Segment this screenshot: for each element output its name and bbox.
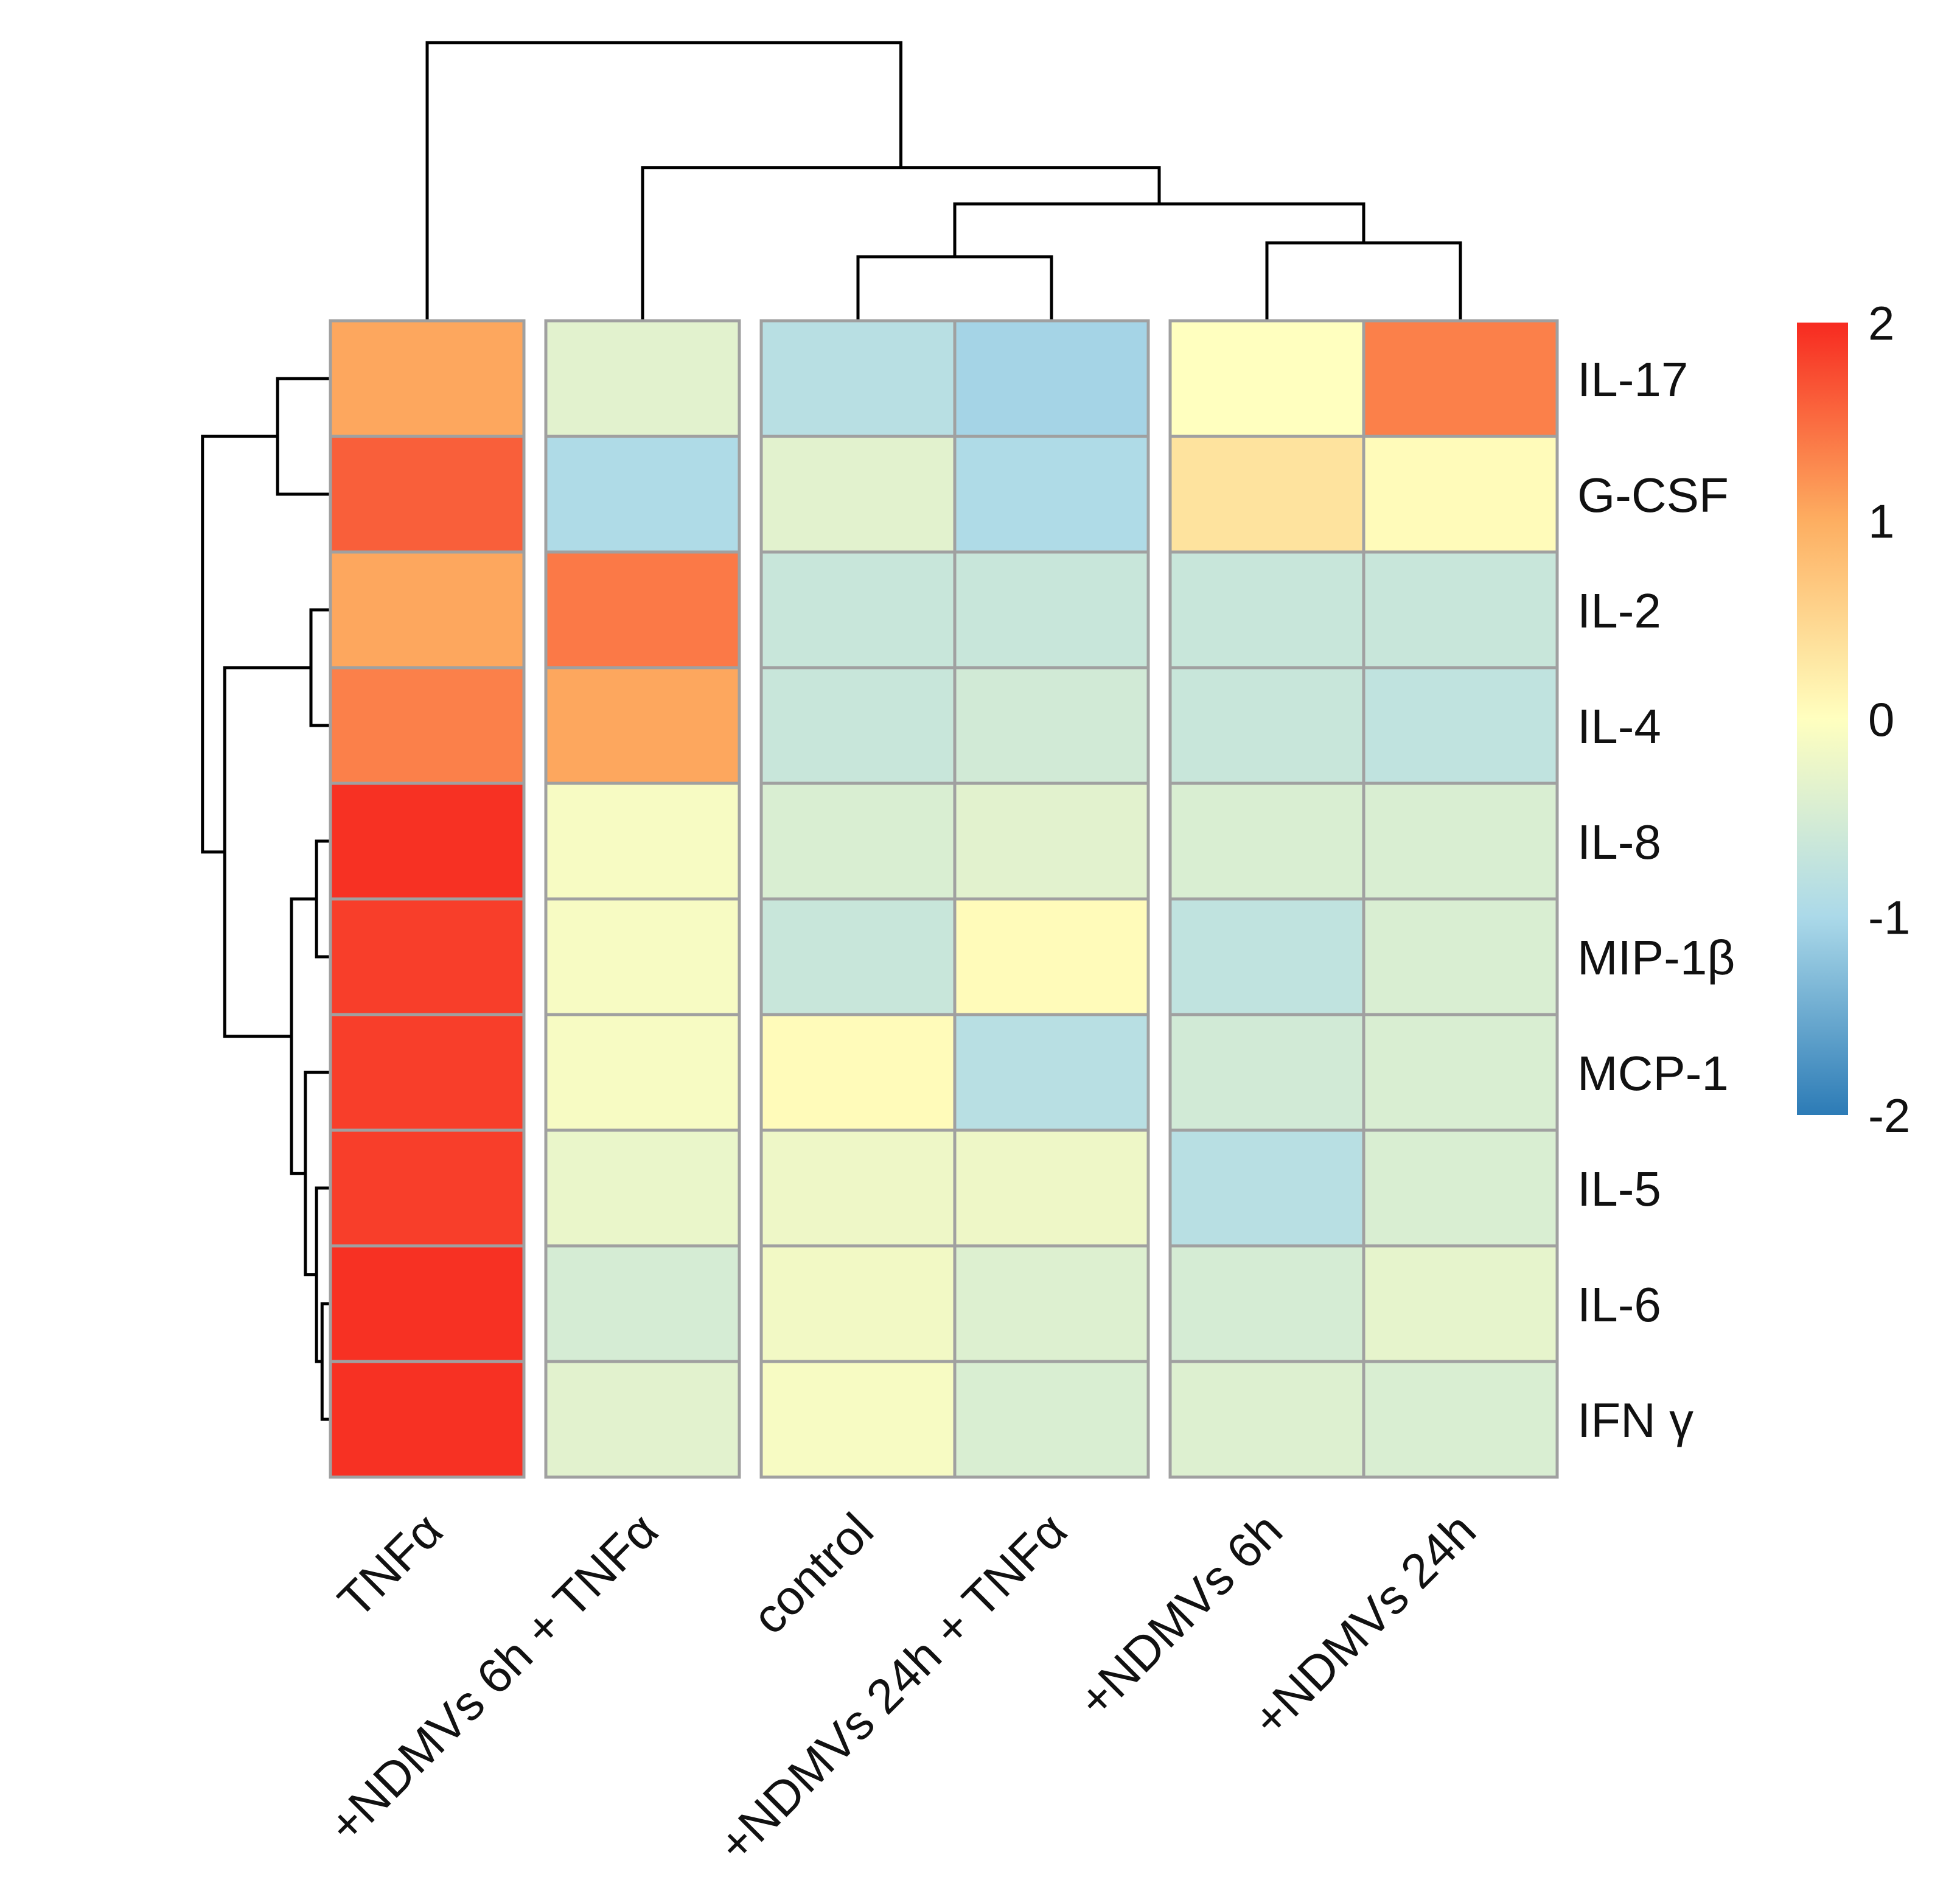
heatmap-cell: [1168, 666, 1365, 785]
heatmap-cell: [329, 550, 526, 669]
heatmap-cell: [329, 435, 526, 554]
heatmap-cell: [329, 1360, 526, 1479]
heatmap-cell: [1362, 1128, 1559, 1248]
legend-color-bar: [1797, 323, 1848, 1115]
heatmap-cell: [759, 666, 957, 785]
heatmap-cell: [759, 781, 957, 901]
heatmap-cell: [953, 1013, 1150, 1132]
heatmap-cell: [1168, 319, 1365, 438]
column-dendrogram-branch: [856, 255, 1053, 321]
heatmap-cell: [544, 435, 741, 554]
column-label: control: [742, 1503, 884, 1645]
column-dendrogram-branch: [641, 166, 1161, 321]
heatmap-cell: [1362, 550, 1559, 669]
heatmap-cell: [329, 781, 526, 901]
heatmap-cell: [759, 319, 957, 438]
heatmap-cell: [1362, 781, 1559, 901]
row-label: IL-17: [1577, 352, 1688, 407]
heatmap-cell: [953, 781, 1150, 901]
column-dendrogram-branch: [1265, 241, 1462, 321]
heatmap-cell: [953, 1128, 1150, 1248]
column-dendrogram-branch: [953, 202, 1365, 257]
heatmap-cell: [329, 897, 526, 1016]
heatmap-cell: [544, 1013, 741, 1132]
heatmap-cell: [329, 319, 526, 438]
row-label: IL-5: [1577, 1162, 1661, 1216]
heatmap-cell: [953, 550, 1150, 669]
heatmap-cell: [759, 1360, 957, 1479]
row-label: IL-4: [1577, 699, 1661, 753]
heatmap-cell: [544, 897, 741, 1016]
heatmap-cell: [953, 1244, 1150, 1363]
heatmap-cell: [1168, 1244, 1365, 1363]
heatmap-cell: [329, 1128, 526, 1248]
heatmap-cell: [953, 319, 1150, 438]
color-legend: 2 1 0 -1 -2: [1797, 296, 1910, 1142]
heatmap-cell: [544, 1244, 741, 1363]
heatmap-cell: [329, 1013, 526, 1132]
row-label: IL-6: [1577, 1278, 1661, 1332]
heatmap-cell: [329, 666, 526, 785]
legend-tick-label: -1: [1868, 891, 1910, 945]
heatmap-cell: [1168, 1360, 1365, 1479]
legend-tick-label: 2: [1868, 296, 1894, 350]
row-labels: IL-17 G-CSF IL-2 IL-4 IL-8 MIP-1β MCP-1 IL-5 IL-…: [1577, 352, 1735, 1447]
heatmap-cell: [953, 435, 1150, 554]
heatmap-cell: [759, 1128, 957, 1248]
heatmap-cell: [544, 781, 741, 901]
heatmap-cell: [759, 1013, 957, 1132]
heatmap-cell: [759, 897, 957, 1016]
heatmap-cell: [544, 319, 741, 438]
row-dendrogram-branch: [201, 435, 278, 854]
row-label: MCP-1: [1577, 1046, 1729, 1100]
heatmap-cell: [1362, 1360, 1559, 1479]
heatmap-cell: [759, 550, 957, 669]
row-dendrogram-branch: [309, 608, 330, 727]
heatmap-cell: [544, 1128, 741, 1248]
heatmap-cell: [1362, 1244, 1559, 1363]
heatmap-cell: [1168, 435, 1365, 554]
legend-tick-label: -2: [1868, 1089, 1910, 1142]
row-dendrogram: [201, 377, 330, 1421]
heatmap-cell: [1168, 1128, 1365, 1248]
legend-tick-label: 0: [1868, 693, 1894, 746]
row-label: IFN γ: [1577, 1393, 1693, 1447]
heatmap-cell: [1168, 1013, 1365, 1132]
heatmap-cell: [1362, 319, 1559, 438]
row-label: G-CSF: [1577, 468, 1729, 522]
column-label: +NDMVs 24h + TNFα: [708, 1503, 1077, 1872]
heatmap-cell: [329, 1244, 526, 1363]
heatmap-cell: [544, 1360, 741, 1479]
heatmap-cell: [1362, 666, 1559, 785]
row-label: IL-2: [1577, 584, 1661, 638]
heatmap-cell: [1168, 550, 1365, 669]
heatmap-cell: [1362, 1013, 1559, 1132]
column-labels: TNFα+NDMVs 6h + TNFα control+NDMVs 24h + …: [318, 1503, 1486, 1872]
heatmap-cells: [329, 319, 1559, 1479]
column-label: TNFα: [327, 1503, 453, 1628]
column-dendrogram: [425, 41, 1462, 321]
row-dendrogram-branch: [223, 666, 312, 1038]
heatmap-cell: [1168, 781, 1365, 901]
heatmap-cell: [544, 550, 741, 669]
heatmap-cell: [1362, 435, 1559, 554]
heatmap-cell: [1168, 897, 1365, 1016]
column-dendrogram-branch: [425, 41, 902, 321]
heatmap-cell: [953, 666, 1150, 785]
legend-tick-label: 1: [1868, 495, 1894, 548]
heatmap-cell: [953, 897, 1150, 1016]
heatmap-cell: [544, 666, 741, 785]
row-dendrogram-branch: [315, 839, 330, 959]
heatmap-cell: [1362, 897, 1559, 1016]
row-label: IL-8: [1577, 815, 1661, 869]
row-dendrogram-branch: [276, 377, 330, 496]
heatmap-cell: [953, 1360, 1150, 1479]
heatmap-cell: [759, 1244, 957, 1363]
heatmap-cell: [759, 435, 957, 554]
row-label: MIP-1β: [1577, 931, 1735, 985]
